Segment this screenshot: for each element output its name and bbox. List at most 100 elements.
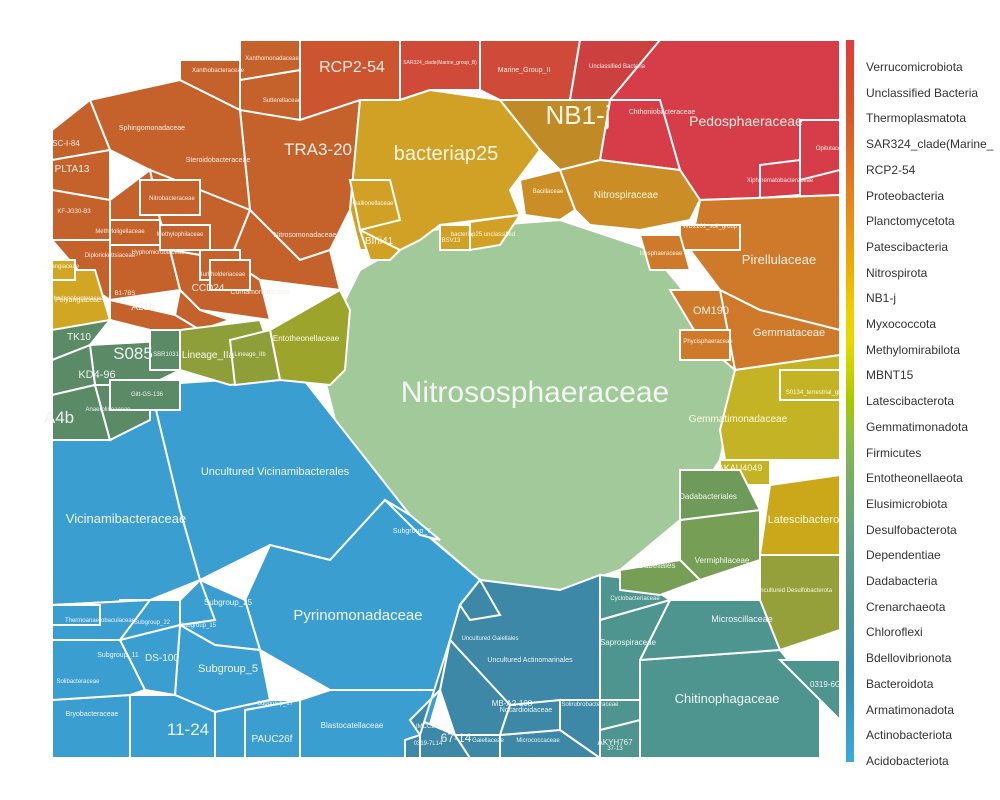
cell-label-subgroup-7: Subgroup_7	[393, 528, 431, 535]
legend-item: Dependentiae	[866, 548, 941, 563]
legend-item: Crenarchaeota	[866, 599, 946, 614]
cell-label-a21b: A21b	[131, 302, 155, 313]
cell-label-bacteriap25: bacteriap25	[394, 143, 499, 165]
cell-label-bacteriap25-unclassified: bacteriap25 unclassified	[451, 232, 515, 238]
cell-label-chitinophagaceae: Chitinophagaceae	[675, 691, 780, 706]
cell-haliangiaceae	[52, 259, 76, 281]
cell-label-isosphaeraceae: Isosphaeraceae	[640, 251, 683, 257]
cell-label-b1-7bs: B1-7BS	[115, 291, 136, 297]
cell-label-vermiphilaceae: Vermiphilaceae	[695, 556, 750, 565]
cell-label-gemmataceae: Gemmataceae	[753, 327, 825, 339]
legend-item: SAR324_clade(Marine_	[866, 137, 994, 152]
cell-label-sutterellaceae: Sutterellaceae	[263, 98, 302, 104]
cell-label-solirubrobacteraceae: Solirubrobacteraceae	[561, 702, 619, 708]
cell-label-nitrososphaeraceae: Nitrososphaeraceae	[401, 376, 670, 409]
cell-label-sbr1031: SBR1031	[153, 352, 179, 358]
cell-label-babeliales: Babeliales	[639, 561, 676, 570]
cell-label-gemmatimonadaceae: Gemmatimonadaceae	[689, 414, 788, 425]
legend-item: Latescibacterota	[866, 394, 955, 409]
legend-item: Thermoplasmatota	[866, 111, 967, 126]
cell-label-mb-a2-108: MB-A2-108	[492, 699, 533, 708]
legend-item: Myxococcota	[866, 317, 937, 331]
cell-label-sphingomonadaceae: Sphingomonadaceae	[119, 125, 185, 132]
cell-vermiphilaceae	[679, 508, 761, 582]
frame-border	[51, 39, 841, 759]
cell-label-akau4049: AKAU4049	[718, 463, 763, 473]
cell-label-blastocatellaceae: Blastocatellaceae	[321, 721, 384, 730]
cell-label-gaiellaceae: Gaiellaceae	[472, 738, 504, 744]
cell-label-methylophilaceae: Methylophilaceae	[157, 232, 204, 238]
legend-item: Planctomycetota	[866, 214, 955, 229]
legend-item: RCP2-54	[866, 162, 916, 177]
legend-item: Proteobacteria	[866, 188, 945, 203]
cell-sbr1031	[149, 329, 181, 371]
cell-label-akyh767: AKYH767	[597, 738, 633, 747]
cell-label-dadabacteriales: Dadabacteriales	[679, 492, 737, 501]
cell-label-subgroup-15: Subgroup_15	[180, 623, 217, 629]
legend-item: Elusimicrobiota	[866, 496, 948, 511]
cell-label-pauc26f: PAUC26f	[252, 734, 293, 745]
cell-label-gitt-gs-136: Gitt-GS-136	[131, 392, 164, 398]
cell-label-comamonadaceae: Comamonadaceae	[230, 289, 289, 296]
cell-label-micrococcaceae: Micrococcaceae	[516, 738, 560, 744]
cell-burkholderiaceae	[209, 259, 251, 291]
cell-label-hyphomicrobiaceae: Hyphomicrobiaceae	[131, 250, 185, 256]
cell-latescibacterota	[758, 473, 840, 556]
cell-label-unclassified-bacteria: Unclassified Bacteria	[589, 64, 646, 70]
cell-label-kf-jg30-b3: KF-JG30-B3	[57, 209, 91, 215]
cell-label-imcc26256: IMCC26256	[416, 724, 449, 730]
cell-thermoanaerobaculaceae	[52, 604, 101, 626]
legend-item: Verrucomicrobiota	[866, 60, 963, 74]
cell-xiphinematobacteraceae	[759, 158, 801, 200]
cell-label-s0134-terrestrial-group: S0134_terrestrial_group	[786, 390, 851, 396]
cell-label-11-24: 11-24	[167, 720, 209, 739]
cell-label-uncultured-desulfobacterota: Uncultured Desulfobacterota	[756, 588, 833, 594]
legend-item: Armatimonadota	[866, 702, 955, 717]
cell-label-rhodanobacteraceae: Rhodanobacteraceae	[49, 296, 107, 302]
cell-label-bacillaceae: Bacillaceae	[533, 189, 564, 195]
cell-0319-6g20	[777, 659, 840, 723]
cell-label-bryobacteraceae: Bryobacteraceae	[66, 711, 119, 718]
cell-birii41	[358, 228, 402, 261]
cell-s0134-terrestrial-group	[779, 369, 840, 401]
cell-label-kd4-96: KD4-96	[78, 369, 115, 381]
cell-subgroup-7	[384, 499, 441, 541]
legend-item: MBNT15	[866, 368, 914, 383]
cell-gallionellaceae	[348, 179, 402, 232]
cell-label-chthoniobacteraceae: Chthoniobacteraceae	[629, 109, 696, 116]
cell-label-uncultured-gaiellales: Uncultured Gaiellales	[461, 636, 518, 642]
legend-color-bar	[846, 40, 854, 762]
cell-label-67-14: 67-14	[441, 731, 472, 745]
cell-label-gallionellaceae: Gallionellaceae	[352, 201, 394, 207]
cell-label-xanthobacteraceae: Xanthobacteraceae	[192, 68, 245, 74]
cell-label-diplorickettsiaceae: Diplorickettsiaceae	[85, 253, 136, 259]
cell-label-nitrobacteraceae: Nitrobacteraceae	[149, 196, 195, 202]
cell-label-marine-group-ii: Marine_Group_II	[498, 67, 551, 74]
legend-item: Dadabacteria	[866, 574, 938, 588]
legend-item: Entotheonellaeota	[866, 471, 963, 486]
cell-uncultured-gaiellales	[458, 578, 502, 622]
cell-label-subgroup-22: Subgroup_22	[134, 620, 171, 626]
legend-item: Patescibacteria	[866, 239, 949, 254]
cell-label-ds-100: DS-100	[145, 653, 179, 664]
cell-xanthobacteraceae	[179, 59, 241, 112]
cell-label-burkholderiaceae: Burkholderiaceae	[199, 272, 246, 278]
cell-bacillaceae	[518, 168, 577, 222]
cell-label-methyloligellaceae: Methyloligellaceae	[95, 229, 145, 235]
cell-label-cyclobacteriaceae: Cyclobacteriaceae	[610, 596, 660, 602]
cell-bacteriap25-unclassified	[469, 213, 523, 252]
cell-label-rcp2-54: RCP2-54	[319, 59, 385, 76]
cell-label-pedosphaeraceae: Pedosphaeraceae	[689, 113, 803, 129]
legend-item: Actinobacteriota	[866, 728, 953, 743]
cell-label-xiphinematobacteraceae: Xiphinematobacteraceae	[747, 178, 814, 184]
cell-polyangiaceae	[52, 269, 112, 332]
cell-label-s085: S085	[113, 344, 153, 363]
cell-solirubrobacteraceae	[559, 699, 601, 758]
cell-label-opitutaceae: Opitutaceae	[816, 146, 849, 152]
cell-label-pyrinomonadaceae: Pyrinomonadaceae	[293, 607, 422, 624]
cell-label-ccd24: CCD24	[192, 283, 225, 294]
legend-item: Unclassified Bacteria	[866, 85, 979, 100]
cell-label-37-13: 37-13	[607, 746, 623, 752]
cell-bryobacteraceae	[52, 693, 131, 758]
